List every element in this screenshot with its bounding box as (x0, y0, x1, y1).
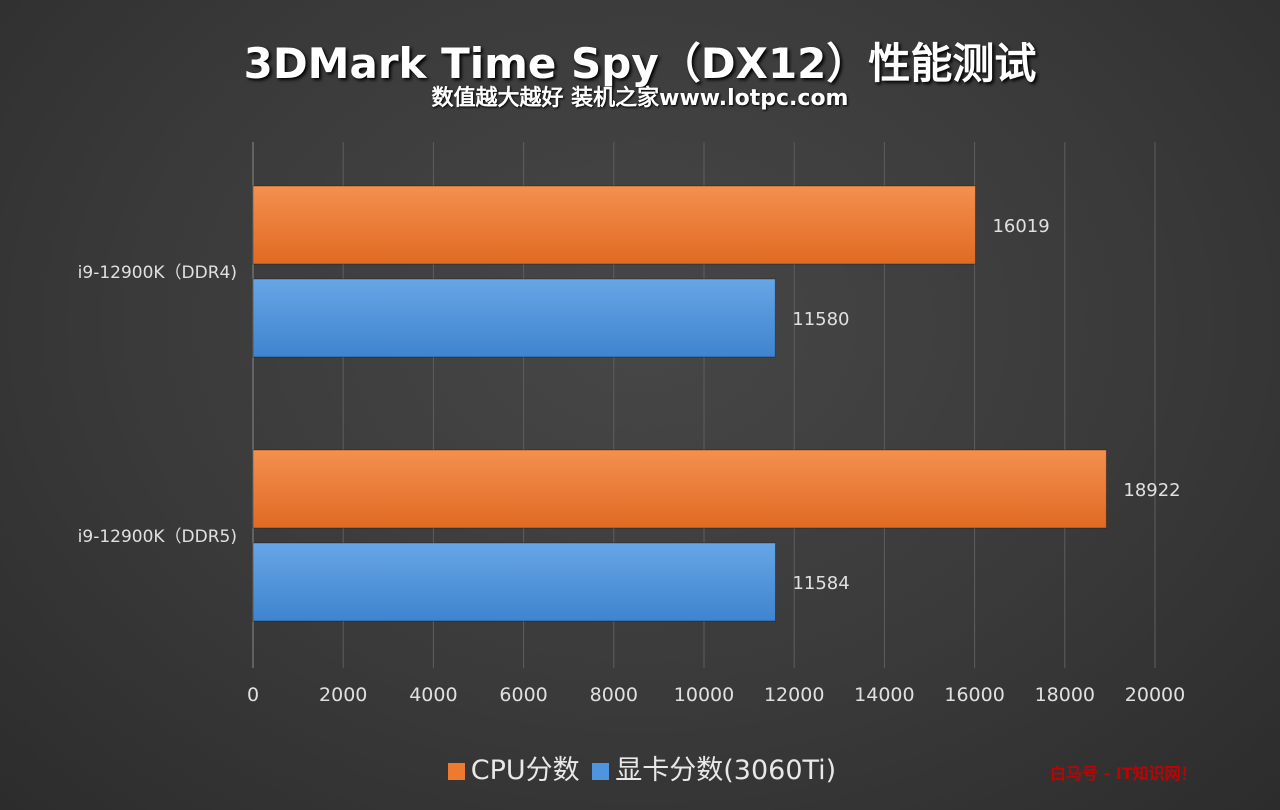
legend-swatch-cpu (447, 763, 465, 780)
x-tick-label: 16000 (944, 684, 1004, 706)
x-tick-label: 2000 (319, 684, 367, 706)
x-tick-label: 6000 (499, 684, 547, 706)
data-label: 16019 (992, 216, 1049, 237)
data-label: 18922 (1123, 480, 1180, 501)
chart-subtitle: 数值越大越好 装机之家www.lotpc.com (431, 86, 849, 111)
bar-cpu (252, 449, 1107, 529)
x-tick-label: 10000 (674, 684, 734, 706)
bar-gpu (252, 278, 776, 358)
legend-swatch-gpu (592, 763, 610, 780)
chart-title: 3DMark Time Spy（DX12）性能测试 (243, 39, 1037, 88)
x-tick-label: 20000 (1125, 684, 1185, 706)
watermark: 白马号 - IT知识网！ (1050, 764, 1197, 783)
bar-cpu (252, 185, 976, 265)
category-label: i9-12900K（DDR5) (78, 527, 237, 547)
bar-gpu (252, 542, 776, 622)
category-label: i9-12900K（DDR4) (78, 263, 237, 283)
x-tick-label: 12000 (764, 684, 824, 706)
x-tick-label: 14000 (854, 684, 914, 706)
x-tick-label: 0 (247, 684, 259, 706)
legend-label-cpu: CPU分数 (470, 755, 580, 786)
data-label: 11584 (792, 573, 849, 594)
x-tick-label: 18000 (1035, 684, 1095, 706)
x-tick-label: 4000 (409, 684, 457, 706)
legend: CPU分数 显卡分数(3060Ti) (0, 748, 1280, 787)
data-label: 11580 (792, 309, 849, 330)
x-tick-label: 8000 (590, 684, 638, 706)
legend-label-gpu: 显卡分数(3060Ti) (615, 755, 837, 786)
